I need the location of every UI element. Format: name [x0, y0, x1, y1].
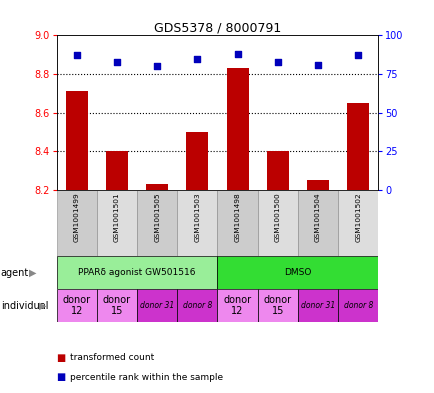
Bar — [56, 256, 217, 289]
Bar — [137, 289, 177, 322]
Bar — [186, 132, 208, 190]
Title: GDS5378 / 8000791: GDS5378 / 8000791 — [154, 21, 280, 34]
Bar — [297, 289, 338, 322]
Text: GSM1001499: GSM1001499 — [73, 193, 79, 242]
Bar — [297, 190, 338, 256]
Bar — [137, 190, 177, 256]
Point — [314, 62, 321, 68]
Bar — [177, 289, 217, 322]
Text: percentile rank within the sample: percentile rank within the sample — [69, 373, 222, 382]
Bar — [217, 190, 257, 256]
Point — [233, 51, 240, 57]
Point — [153, 63, 160, 70]
Bar — [257, 190, 297, 256]
Text: GSM1001501: GSM1001501 — [114, 193, 120, 242]
Point — [194, 55, 201, 62]
Text: donor 31: donor 31 — [300, 301, 335, 310]
Text: ■: ■ — [56, 353, 66, 363]
Bar — [96, 289, 137, 322]
Bar — [266, 151, 288, 190]
Text: donor
12: donor 12 — [223, 295, 251, 316]
Text: GSM1001500: GSM1001500 — [274, 193, 280, 242]
Text: transformed count: transformed count — [69, 353, 154, 362]
Text: GSM1001498: GSM1001498 — [234, 193, 240, 242]
Bar — [177, 190, 217, 256]
Text: ▶: ▶ — [29, 268, 36, 277]
Text: GSM1001505: GSM1001505 — [154, 193, 160, 242]
Text: PPARδ agonist GW501516: PPARδ agonist GW501516 — [78, 268, 195, 277]
Bar — [66, 91, 88, 190]
Text: ▶: ▶ — [39, 301, 46, 311]
Bar — [217, 256, 378, 289]
Point — [274, 59, 281, 65]
Bar — [105, 151, 128, 190]
Text: donor 8: donor 8 — [182, 301, 212, 310]
Text: ■: ■ — [56, 372, 66, 382]
Bar — [56, 190, 97, 256]
Point — [113, 59, 120, 65]
Text: agent: agent — [1, 268, 29, 277]
Bar — [217, 289, 257, 322]
Text: donor
15: donor 15 — [263, 295, 291, 316]
Bar — [146, 184, 168, 190]
Text: GSM1001503: GSM1001503 — [194, 193, 200, 242]
Text: donor 8: donor 8 — [343, 301, 372, 310]
Text: GSM1001502: GSM1001502 — [355, 193, 361, 242]
Text: GSM1001504: GSM1001504 — [314, 193, 320, 242]
Bar — [338, 289, 378, 322]
Bar — [56, 289, 97, 322]
Bar — [346, 103, 368, 190]
Text: individual: individual — [1, 301, 48, 311]
Bar — [226, 68, 248, 190]
Bar — [306, 180, 329, 190]
Point — [354, 52, 361, 59]
Bar — [257, 289, 297, 322]
Text: donor 31: donor 31 — [140, 301, 174, 310]
Text: donor
15: donor 15 — [102, 295, 131, 316]
Point — [73, 52, 80, 59]
Bar — [338, 190, 378, 256]
Text: DMSO: DMSO — [284, 268, 311, 277]
Bar — [96, 190, 137, 256]
Text: donor
12: donor 12 — [62, 295, 91, 316]
